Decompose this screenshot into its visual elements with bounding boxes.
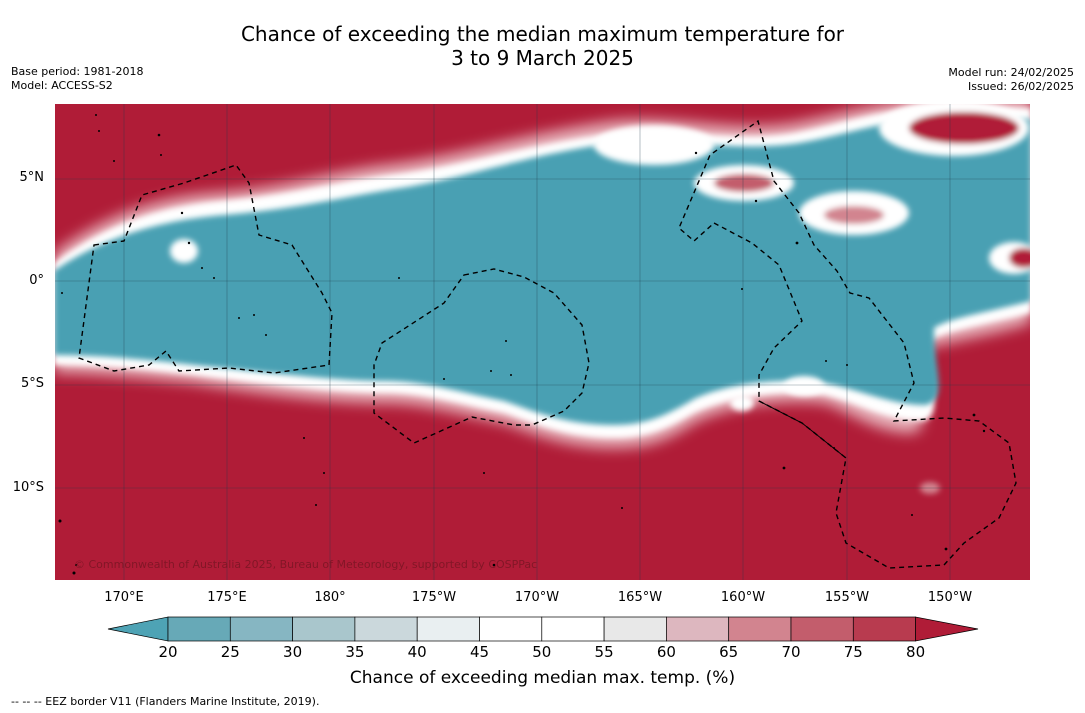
colorbar-tick-label: 35 [345,643,365,661]
lon-label-150w: 150°W [927,590,973,605]
lon-label-170w: 170°W [514,590,560,605]
island-specks [58,114,986,575]
lon-label-175e: 175°E [207,590,247,605]
title-line-2: 3 to 9 March 2025 [451,46,634,70]
eez-borders [78,119,1017,569]
colorbar-tick-label: 70 [781,643,801,661]
colorbar-title: Chance of exceeding median max. temp. (%… [349,668,736,688]
colorbar-cell [852,616,916,642]
eez-boundary-solid [758,400,847,459]
graticule [54,103,1031,581]
colorbar-tick-label: 55 [594,643,614,661]
colorbar-tick-label: 30 [283,643,303,661]
colorbar-tick-label: 50 [532,643,552,661]
lon-label-165w: 165°W [617,590,663,605]
colorbar-tick-label: 65 [719,643,739,661]
colorbar-tick-label: 75 [843,643,863,661]
lat-label-10s: 10°S [12,480,44,495]
colorbar-cell [292,616,356,642]
eez-footnote: -- -- -- EEZ border V11 (Flanders Marine… [11,695,320,708]
model-name: Model: ACCESS-S2 [11,79,113,92]
colorbar-cell [229,616,293,642]
colorbar-cell [790,616,854,642]
colorbar-tick-label: 45 [469,643,490,661]
colorbar-cell [728,616,792,642]
lon-label-175w: 175°W [411,590,457,605]
cool-region [54,119,1031,425]
lon-label-180: 180° [314,590,346,605]
colorbar-extend-low [107,616,169,642]
base-period: Base period: 1981-2018 [11,65,144,78]
lat-label-5n: 5°N [19,170,45,185]
meta-right: Model run: 24/02/2025 Issued: 26/02/2025 [948,66,1074,94]
colorbar-cell [354,616,418,642]
colorbar-cell [603,616,667,642]
colorbar-cell [416,616,480,642]
colorbar [107,616,979,642]
copyright-notice: © Commonwealth of Australia 2025, Bureau… [74,558,538,571]
colorbar-tick-label: 40 [407,643,427,661]
northern-warm-patches [170,103,1031,494]
colorbar-cell [666,616,730,642]
lon-label-170e: 170°E [104,590,144,605]
colorbar-tick-label: 60 [656,643,676,661]
title-line-1: Chance of exceeding the median maximum t… [240,22,845,46]
colorbar-extend-high [915,616,979,642]
lat-label-5s: 5°S [20,376,44,391]
lat-label-equator: 0° [29,273,44,288]
chart-title: Chance of exceeding the median maximum t… [0,22,1085,70]
colorbar-tick-label: 20 [158,643,178,661]
model-run: Model run: 24/02/2025 [948,66,1074,79]
colorbar-cell [479,616,543,642]
lon-label-160w: 160°W [720,590,766,605]
lon-label-155w: 155°W [824,590,870,605]
issued-date: Issued: 26/02/2025 [967,80,1074,93]
map-panel [54,103,1031,581]
meta-left: Base period: 1981-2018 Model: ACCESS-S2 [11,65,143,93]
colorbar-cell [541,616,605,642]
colorbar-tick-label: 80 [906,643,926,661]
colorbar-cell [167,616,231,642]
colorbar-tick-label: 25 [220,643,240,661]
